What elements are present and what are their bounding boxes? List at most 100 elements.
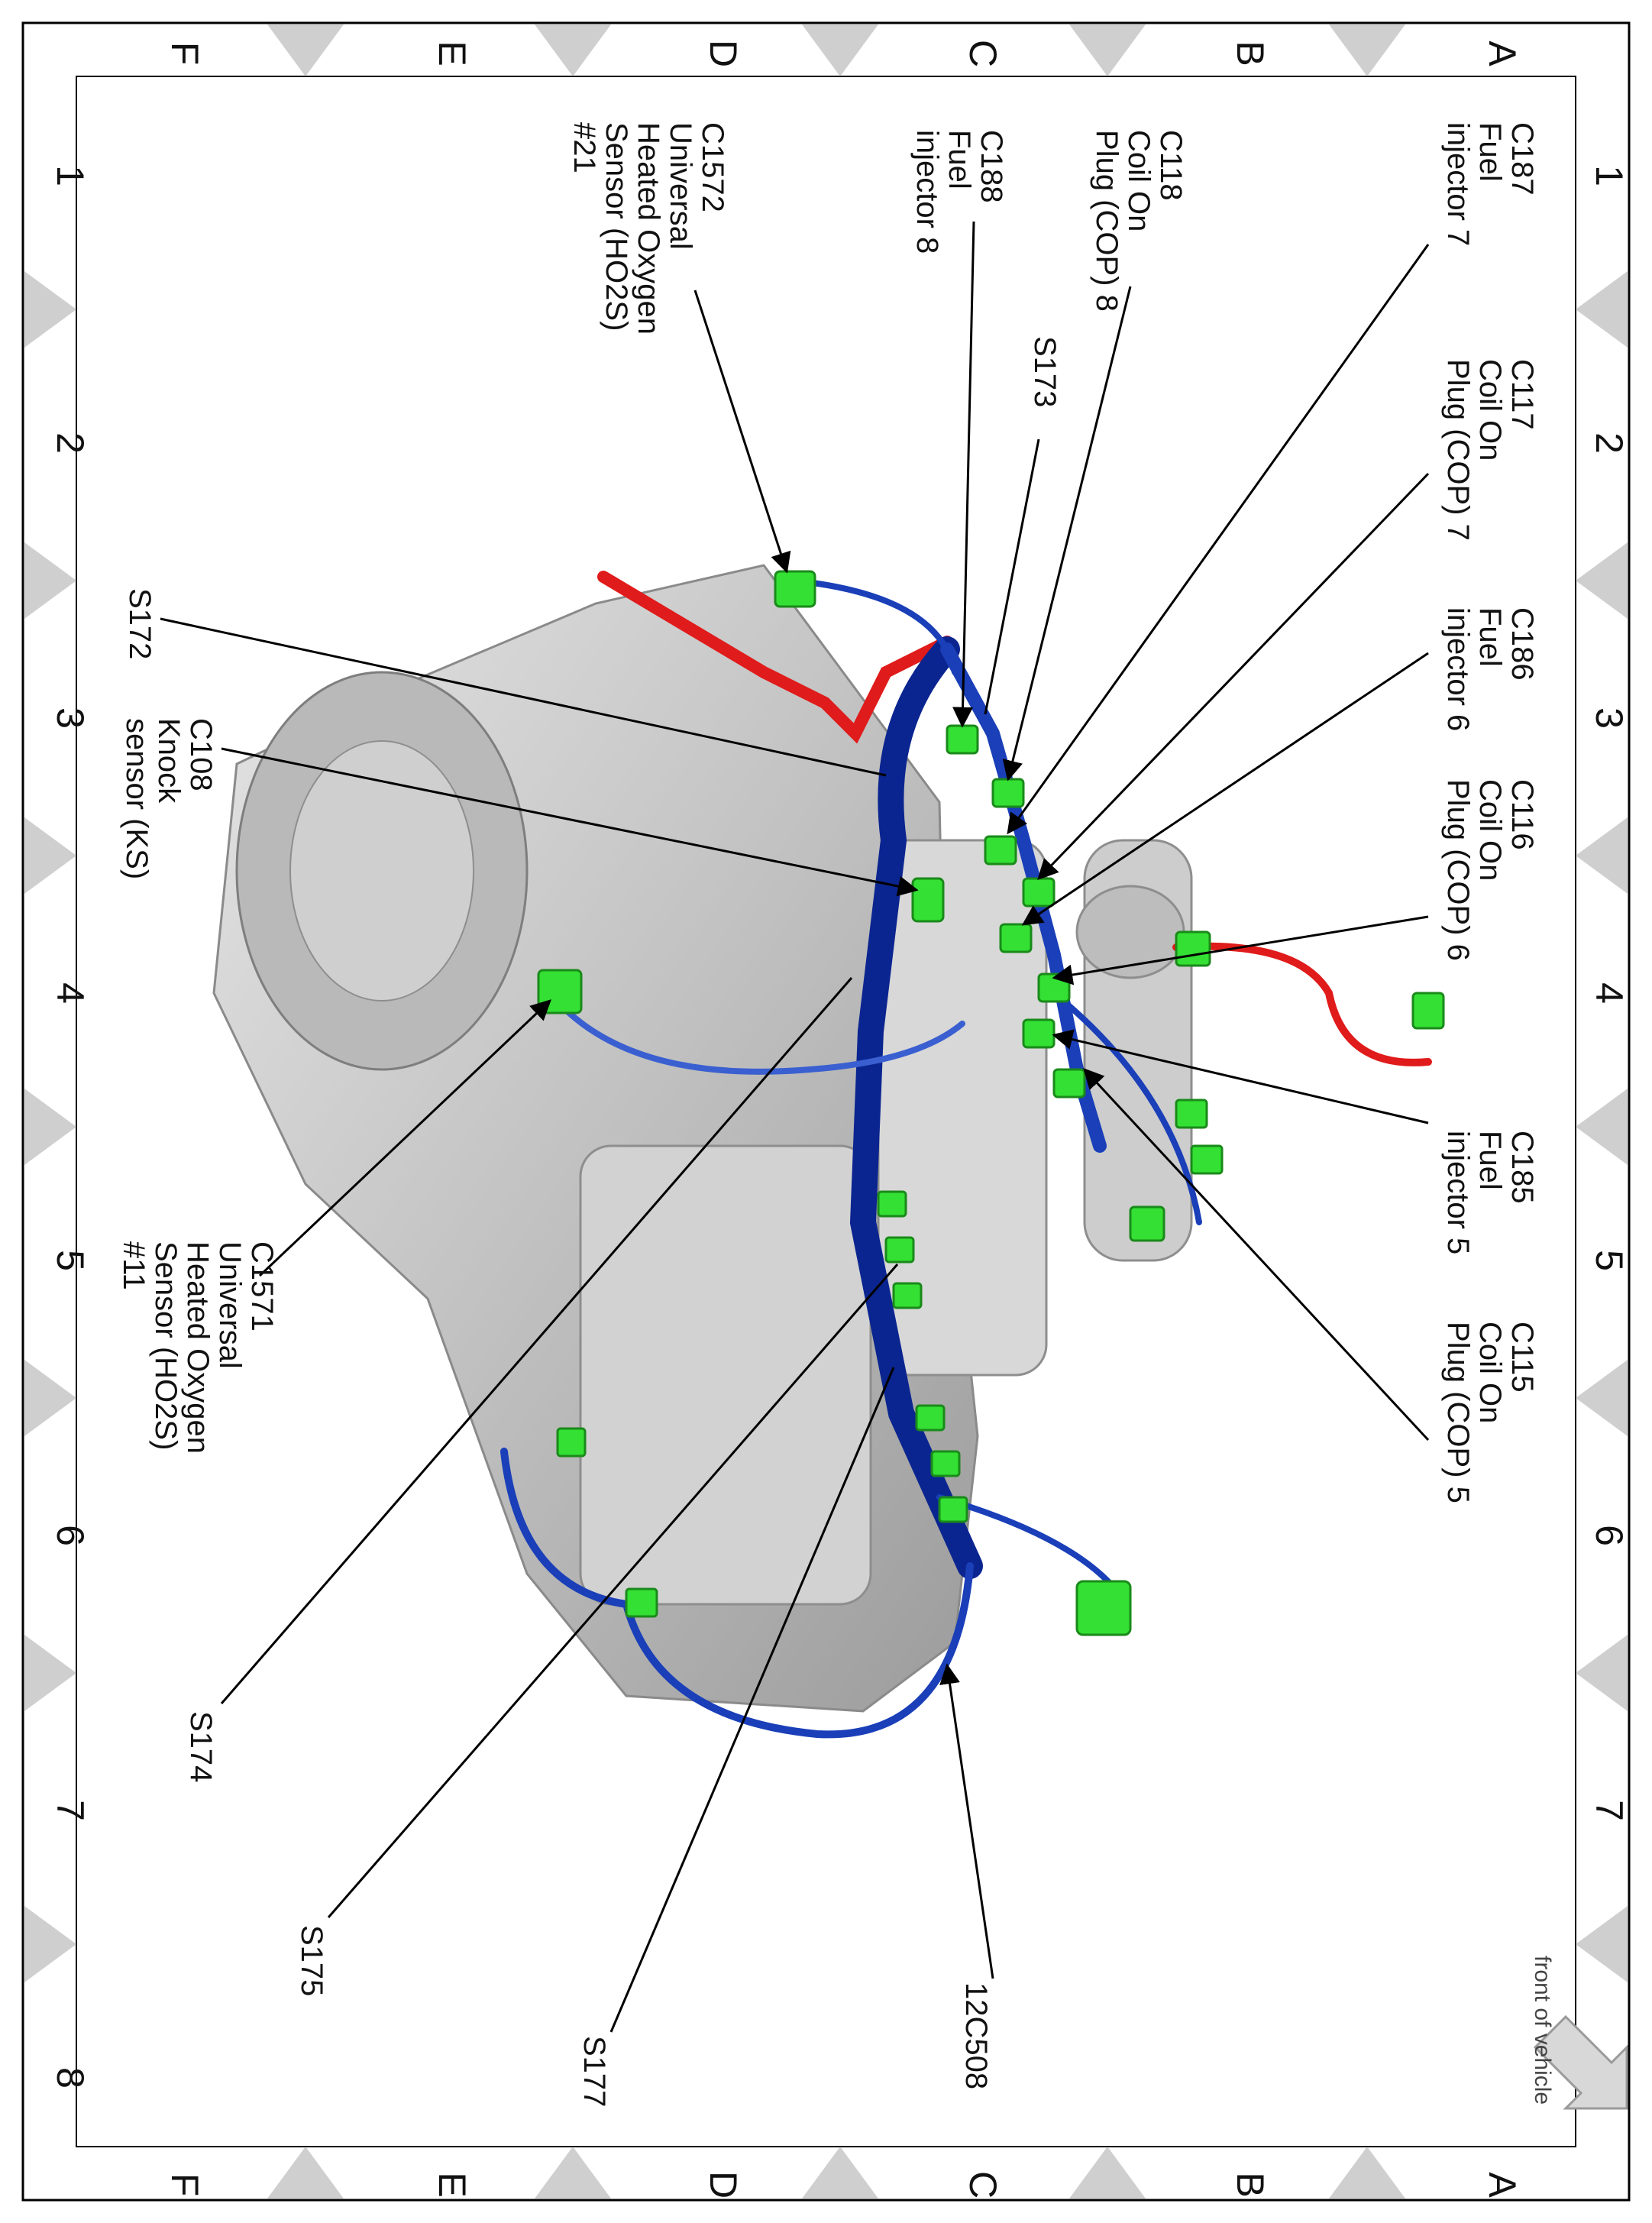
connector-c187 bbox=[984, 835, 1017, 866]
page-frame bbox=[21, 21, 1631, 2202]
label-c116-line-1: Coil On bbox=[1473, 779, 1507, 881]
connector-c185 bbox=[1022, 1018, 1056, 1049]
grid-triangle-right-6 bbox=[1576, 1635, 1628, 1711]
label-c1571-line-1: Universal bbox=[213, 1241, 247, 1369]
grid-column-label-2-right: 2 bbox=[1588, 432, 1631, 454]
label-c185-line-0: C185 bbox=[1505, 1131, 1539, 1204]
grid-row-label-e-bottom: E bbox=[431, 2172, 474, 2197]
grid-column-label-4-left: 4 bbox=[49, 982, 92, 1004]
grid-row-label-d-top: D bbox=[702, 40, 745, 67]
grid-row-label-a-top: A bbox=[1481, 40, 1524, 66]
label-c118-line-0: C118 bbox=[1154, 130, 1188, 201]
label-c185-line-1: Fuel bbox=[1473, 1131, 1507, 1190]
label-c186-line-2: injector 6 bbox=[1441, 607, 1475, 731]
label-s172: S172 bbox=[123, 588, 157, 659]
grid-column-label-7-right: 7 bbox=[1588, 1800, 1631, 1821]
grid-column-label-1-left: 1 bbox=[49, 165, 92, 186]
label-s174: S174 bbox=[184, 1711, 218, 1782]
callout-c186: C186 Fuel injector 6 bbox=[1441, 607, 1539, 731]
label-c188-line-1: Fuel bbox=[942, 130, 976, 189]
callout-s175: S175 bbox=[295, 1925, 328, 1996]
grid-column-label-8-left: 8 bbox=[49, 2067, 92, 2089]
grid-triangle-bottom-1 bbox=[1329, 2147, 1405, 2199]
label-c108-line-1: Knock bbox=[152, 718, 186, 804]
grid-triangle-top-5 bbox=[267, 24, 344, 76]
grid-triangle-left-1 bbox=[24, 271, 76, 348]
leader-lines bbox=[160, 221, 1430, 2033]
callout-c118: C118 Coil On Plug (COP) 8 bbox=[1090, 130, 1188, 312]
grid-triangle-left-3 bbox=[24, 817, 76, 894]
label-c116-line-2: Plug (COP) 6 bbox=[1441, 779, 1475, 961]
callout-c108: C108 Knock sensor (KS) bbox=[120, 718, 218, 879]
callout-c117: C117 Coil On Plug (COP) 7 bbox=[1441, 359, 1539, 541]
label-c1571-line-2: Heated Oxygen bbox=[181, 1241, 215, 1454]
connector-c1572 bbox=[774, 570, 816, 608]
grid-row-label-f-top: F bbox=[163, 42, 206, 66]
grid-triangle-right-7 bbox=[1576, 1906, 1628, 1982]
grid-triangle-left-5 bbox=[24, 1360, 76, 1436]
callout-s177: S177 bbox=[577, 2036, 611, 2107]
label-c116-line-0: C116 bbox=[1505, 779, 1539, 850]
label-c187-line-2: injector 7 bbox=[1441, 122, 1475, 246]
grid-triangle-top-3 bbox=[802, 24, 878, 76]
grid-row-label-c-bottom: C bbox=[962, 2171, 1004, 2199]
label-c1571-line-0: C1571 bbox=[245, 1241, 279, 1332]
grid-triangle-top-4 bbox=[535, 24, 611, 76]
label-s177: S177 bbox=[577, 2036, 611, 2107]
grid-triangle-top-1 bbox=[1329, 24, 1405, 76]
grid-triangle-left-7 bbox=[24, 1906, 76, 1982]
grid-triangle-bottom-3 bbox=[802, 2147, 878, 2199]
grid-row-label-f-bottom: F bbox=[163, 2173, 206, 2197]
connector-c117 bbox=[1022, 877, 1056, 908]
label-c108-line-2: sensor (KS) bbox=[120, 718, 154, 879]
engine-illustration bbox=[212, 564, 1193, 1713]
label-c188-line-0: C188 bbox=[975, 130, 1008, 203]
front-of-vehicle-indicator: front of vehicle bbox=[1530, 1956, 1628, 2110]
grid-labels: AABBCCDDEEFF1122334455667788 bbox=[49, 40, 1631, 2199]
valve-cover bbox=[579, 1144, 872, 1606]
connector-c188 bbox=[946, 724, 979, 755]
label-c117-line-1: Coil On bbox=[1473, 359, 1507, 461]
callout-c1572: C1572 Universal Heated Oxygen Sensor (HO… bbox=[567, 122, 729, 335]
grid-triangle-top-2 bbox=[1069, 24, 1146, 76]
grid-row-label-b-bottom: B bbox=[1229, 2172, 1272, 2197]
grid-column-label-1-right: 1 bbox=[1588, 165, 1631, 186]
label-c1572-line-4: #21 bbox=[567, 122, 601, 173]
grid-column-label-3-right: 3 bbox=[1588, 707, 1631, 729]
grid-border-triangles bbox=[24, 24, 1628, 2199]
label-c1572-line-0: C1572 bbox=[696, 122, 729, 212]
callout-c115: C115 Coil On Plug (COP) 5 bbox=[1441, 1322, 1539, 1503]
label-c187-line-1: Fuel bbox=[1473, 122, 1507, 182]
callout-12c508: 12C508 bbox=[959, 1982, 993, 2089]
label-c188-line-2: injector 8 bbox=[910, 130, 944, 254]
connector-c186 bbox=[999, 923, 1033, 953]
grid-row-label-e-top: E bbox=[431, 40, 474, 66]
grid-row-label-c-top: C bbox=[962, 40, 1004, 67]
callout-c116: C116 Coil On Plug (COP) 6 bbox=[1441, 779, 1539, 961]
grid-triangle-bottom-5 bbox=[267, 2147, 344, 2199]
callout-s173: S173 bbox=[1028, 336, 1062, 407]
callout-c188: C188 Fuel injector 8 bbox=[910, 130, 1008, 254]
connector-c115 bbox=[1052, 1068, 1086, 1099]
label-c117-line-0: C117 bbox=[1505, 359, 1539, 430]
label-c1572-line-1: Universal bbox=[664, 122, 697, 250]
grid-column-label-4-right: 4 bbox=[1588, 982, 1631, 1004]
connector-c118 bbox=[991, 778, 1025, 808]
label-c1572-line-2: Heated Oxygen bbox=[632, 122, 665, 335]
grid-triangle-left-4 bbox=[24, 1089, 76, 1165]
grid-triangle-right-3 bbox=[1576, 817, 1628, 894]
grid-row-label-a-bottom: A bbox=[1481, 2172, 1524, 2198]
label-s173: S173 bbox=[1028, 336, 1062, 407]
grid-triangle-left-2 bbox=[24, 542, 76, 619]
grid-column-label-5-left: 5 bbox=[49, 1250, 92, 1271]
grid-row-label-d-bottom: D bbox=[702, 2171, 745, 2199]
label-c186-line-0: C186 bbox=[1505, 607, 1539, 681]
grid-column-label-3-left: 3 bbox=[49, 707, 92, 729]
callout-c185: C185 Fuel injector 5 bbox=[1441, 1131, 1539, 1254]
grid-column-label-7-left: 7 bbox=[49, 1800, 92, 1821]
connector-12c508 bbox=[1075, 1580, 1132, 1636]
grid-column-label-6-left: 6 bbox=[49, 1525, 92, 1546]
page-inner-frame bbox=[76, 76, 1576, 2147]
label-c1571-line-3: Sensor (HO2S) bbox=[149, 1241, 183, 1450]
